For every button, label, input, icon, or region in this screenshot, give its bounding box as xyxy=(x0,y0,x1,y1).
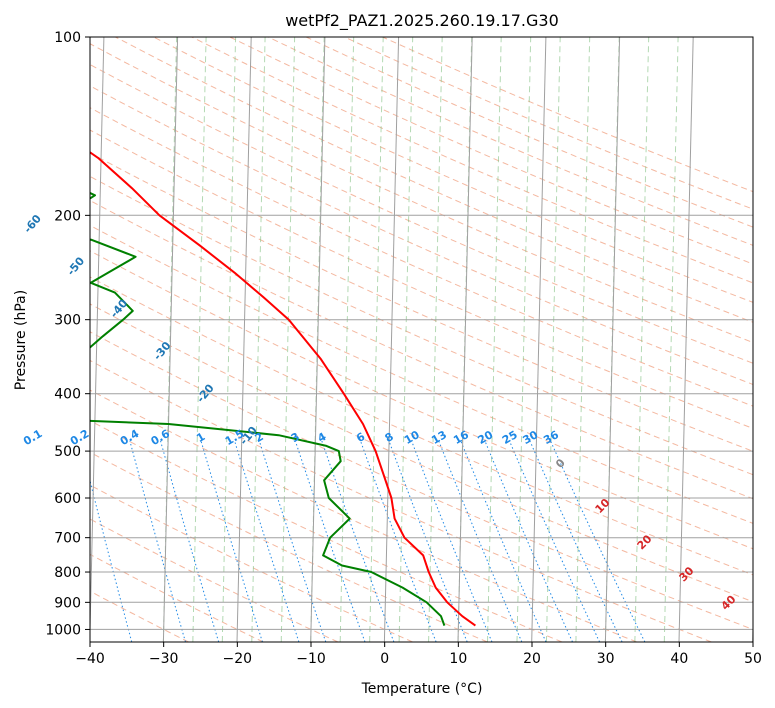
mixing-ratio-line xyxy=(200,440,263,642)
x-tick-label: 50 xyxy=(744,651,762,667)
dry-adiabat-line xyxy=(90,359,712,642)
dry-adiabat-line xyxy=(90,224,753,524)
moist-adiabat-line xyxy=(251,37,266,642)
mixing-ratio-line xyxy=(129,440,186,642)
series-layer xyxy=(90,151,476,627)
dry-adiabat-line xyxy=(90,303,753,603)
plot-frame xyxy=(89,36,754,643)
isotherm-line xyxy=(236,37,252,642)
moist-adiabat-line xyxy=(634,37,650,642)
x-tick-label: −20 xyxy=(223,651,253,667)
dry-adiabat-line xyxy=(90,250,753,550)
moist-adiabat-line xyxy=(339,37,355,642)
moist-adiabat-line xyxy=(545,37,561,642)
moist-adiabat-line xyxy=(398,37,414,642)
mixing-ratio-line xyxy=(321,440,395,642)
mixing-ratio-line xyxy=(460,440,547,642)
isotherm-line xyxy=(604,37,621,642)
y-tick-label: 300 xyxy=(54,313,81,329)
moist-adiabat-line xyxy=(575,37,591,642)
dry-adiabat-line xyxy=(153,37,753,303)
mixing-ratio-line xyxy=(90,478,133,642)
dry-adiabat-line xyxy=(90,590,189,642)
moist-adiabat-line xyxy=(192,37,207,642)
dry-adiabat-line xyxy=(90,420,563,642)
blue-contour-label: -70 xyxy=(0,170,1,194)
moist-adiabat-line xyxy=(487,37,502,642)
y-tick-label: 400 xyxy=(54,387,81,403)
x-tick-label: 30 xyxy=(597,651,615,667)
x-tick-label: 0 xyxy=(380,651,389,667)
isotherm-line xyxy=(752,607,753,642)
isotherm-line xyxy=(383,37,400,642)
isotherm-line xyxy=(162,37,179,642)
isotherm-line xyxy=(457,37,473,642)
moist-adiabat-line xyxy=(428,37,443,642)
dry-adiabat-line xyxy=(90,553,264,642)
y-tick-label: 500 xyxy=(54,444,81,460)
y-tick-label: 700 xyxy=(54,531,81,547)
mixing-ratio-line xyxy=(294,440,366,642)
x-tick-label: −40 xyxy=(75,651,105,667)
dry-adiabat-line xyxy=(90,129,753,429)
moist-adiabat-line xyxy=(280,37,296,642)
dry-adiabat-line xyxy=(90,175,753,476)
moist-adiabat-line xyxy=(516,37,532,642)
x-axis-label: Temperature (°C) xyxy=(361,681,483,697)
mixing-ratio-label: 0.1 xyxy=(21,427,44,448)
x-tick-label: −30 xyxy=(149,651,179,667)
y-axis-label: Pressure (hPa) xyxy=(13,290,29,390)
dry-adiabat-line xyxy=(90,199,753,500)
x-tick-label: 40 xyxy=(670,651,688,667)
plot-background xyxy=(90,37,753,642)
y-tick-label: 200 xyxy=(54,208,81,224)
y-tick-label: 900 xyxy=(54,595,81,611)
blue-contour-label: -50 xyxy=(64,254,87,278)
temperature-profile-line xyxy=(90,151,476,627)
dry-adiabat-line xyxy=(90,389,637,642)
isotherm-line xyxy=(678,37,694,642)
moist-adiabat-line xyxy=(663,37,679,642)
mixing-ratio-line xyxy=(438,440,523,642)
mixing-ratio-line xyxy=(484,440,573,642)
blue-contour-label: -60 xyxy=(21,212,44,236)
chart-title: wetPf2_PAZ1.2025.260.19.17.G30 xyxy=(285,11,559,31)
dry-adiabat-line xyxy=(90,107,753,407)
dry-adiabat-line xyxy=(90,64,753,364)
grid-layer xyxy=(90,37,753,642)
dry-adiabat-line xyxy=(191,37,753,284)
dry-adiabat-line xyxy=(90,43,753,344)
moist-adiabat-line xyxy=(221,37,237,642)
axes-layer: −40 −30 −20 −10 0 10 20 30 40 50 100 200 300 400 500 60… xyxy=(45,30,762,667)
y-tick-label: 600 xyxy=(54,491,81,507)
y-tick-label: 800 xyxy=(54,565,81,581)
dewpoint-profile-line xyxy=(90,191,446,626)
x-tick-label: 10 xyxy=(449,651,467,667)
x-tick-label: −10 xyxy=(296,651,326,667)
dry-adiabat-line xyxy=(90,451,488,642)
x-tick-label: 20 xyxy=(523,651,541,667)
y-tick-label: 1000 xyxy=(45,622,81,638)
moist-adiabat-line xyxy=(369,37,384,642)
isotherm-line xyxy=(310,37,326,642)
isotherm-line xyxy=(531,37,547,642)
mixing-ratio-line xyxy=(410,440,493,642)
mixing-ratio-line xyxy=(160,440,220,642)
y-tick-label: 100 xyxy=(54,30,81,46)
isotherm-line xyxy=(90,37,105,642)
